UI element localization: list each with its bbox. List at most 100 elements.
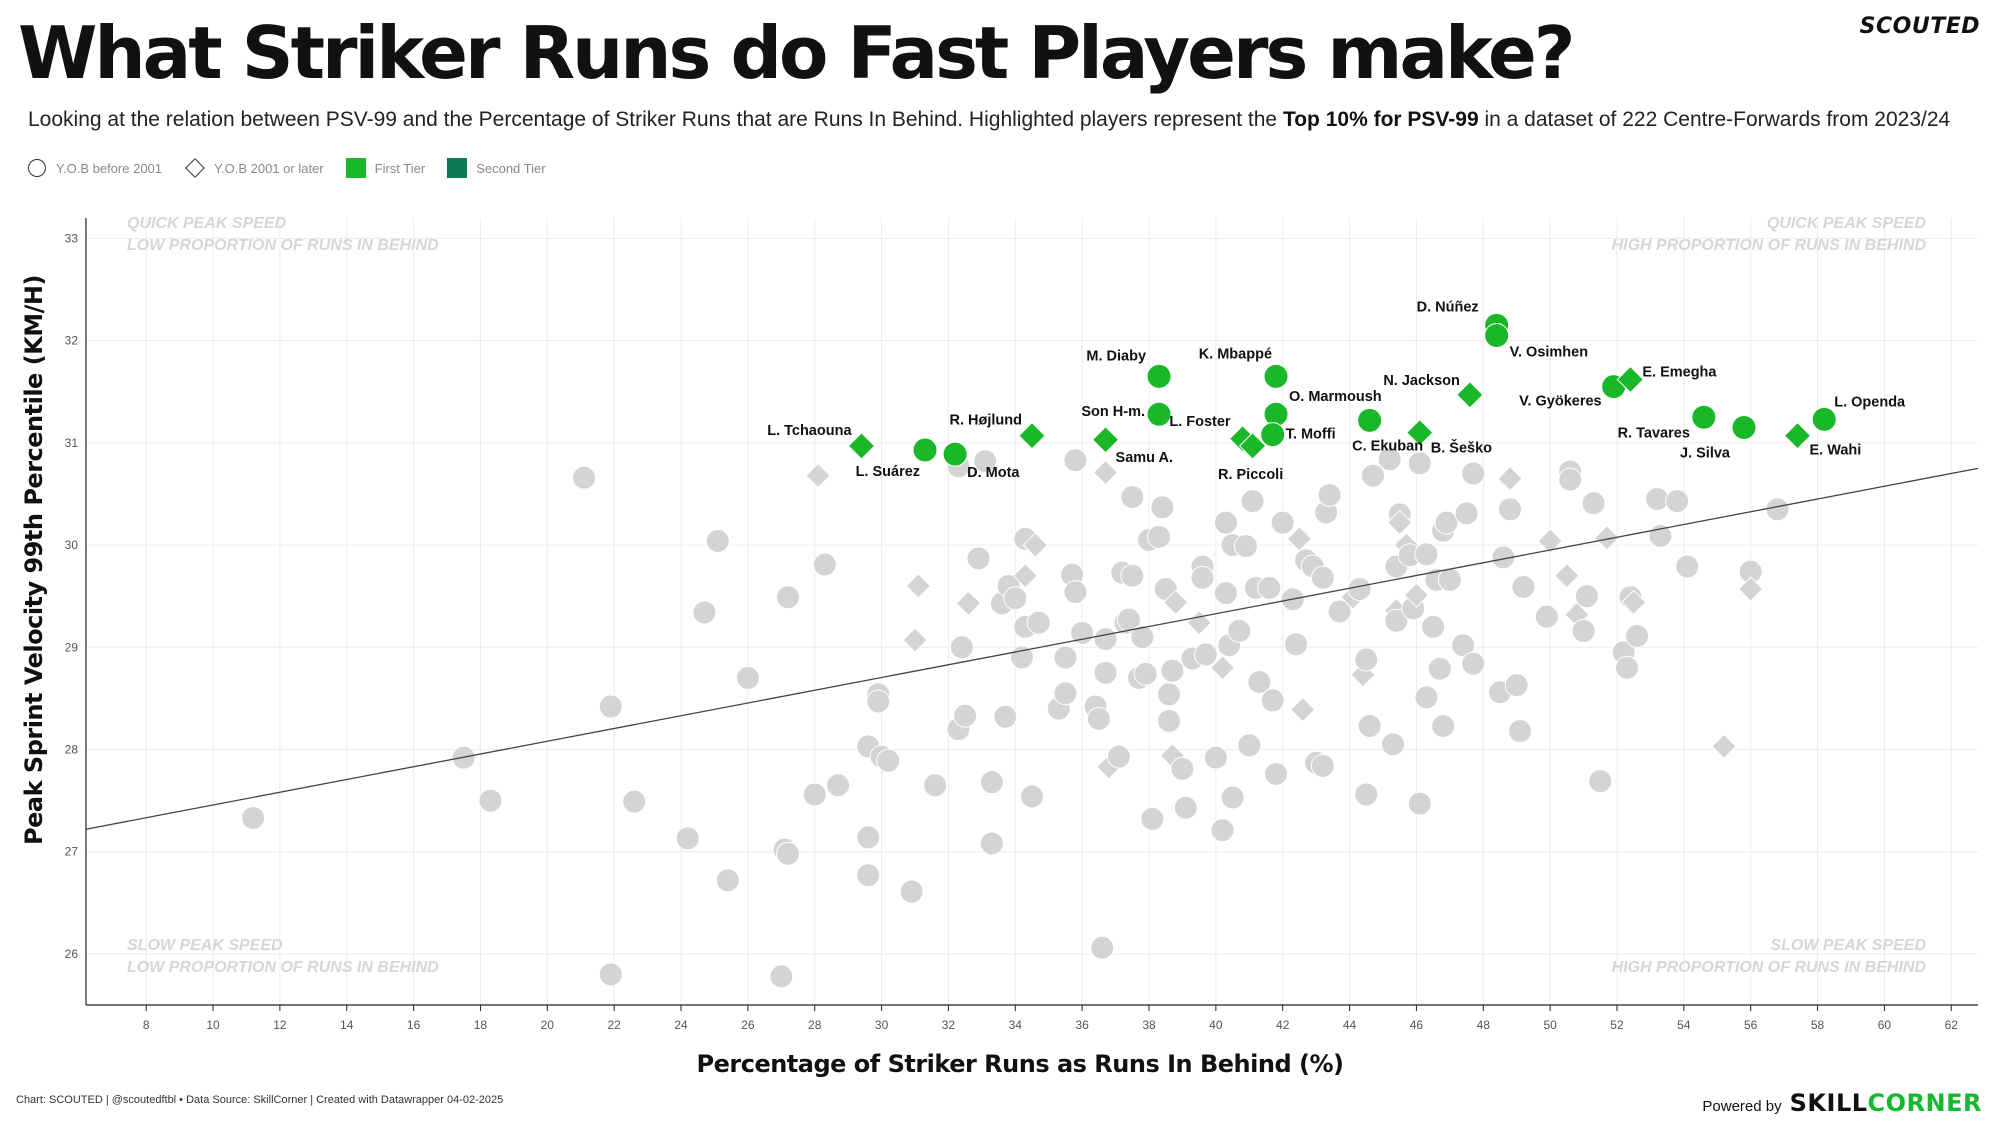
player-point <box>1086 706 1111 731</box>
x-tick-label: 52 <box>1610 1018 1624 1032</box>
highlight-point <box>1484 323 1510 349</box>
player-point <box>1116 607 1141 632</box>
y-tick-label: 29 <box>65 640 79 654</box>
x-tick-label: 34 <box>1009 1018 1023 1032</box>
player-point <box>1020 784 1044 809</box>
highlight-point-diamond <box>1406 418 1434 447</box>
x-tick-label: 60 <box>1878 1018 1892 1032</box>
player-point <box>1461 651 1486 676</box>
player-point <box>899 879 924 904</box>
player-point <box>1625 624 1650 649</box>
player-point <box>1063 448 1088 473</box>
player-point <box>1053 681 1078 706</box>
player-point-diamond <box>955 590 982 617</box>
player-point <box>1227 618 1252 643</box>
player-point <box>1414 542 1439 567</box>
player-point <box>1093 627 1118 652</box>
player-point <box>1150 495 1175 520</box>
player-point-diamond <box>1022 532 1049 558</box>
highlight-point-diamond <box>1091 426 1120 454</box>
player-labels: D. Núñez V. Osimhen M. Diaby K. Mbappé Son H… <box>767 299 1906 483</box>
x-tick-label: 54 <box>1677 1018 1691 1032</box>
background-points <box>241 447 1790 989</box>
player-point <box>1160 658 1185 683</box>
player-point <box>241 805 266 830</box>
player-label: K. Mbappé <box>1199 346 1272 362</box>
player-label: Samu A. <box>1116 450 1173 466</box>
player-point <box>1645 487 1670 512</box>
player-point-diamond <box>902 627 928 653</box>
player-point <box>1260 688 1285 713</box>
player-point <box>1173 795 1198 820</box>
player-point-diamond <box>1092 459 1119 486</box>
player-point <box>1451 633 1476 658</box>
circle-marker-icon <box>28 159 46 177</box>
player-point <box>1237 733 1262 758</box>
player-point <box>775 841 800 866</box>
player-point <box>953 703 978 728</box>
highlight-point <box>912 437 938 463</box>
logo-skill-text: SKILL <box>1789 1089 1868 1117</box>
quadrant-label-bottom-right: HIGH PROPORTION OF RUNS IN BEHIND <box>1612 959 1927 976</box>
player-point <box>1147 524 1172 549</box>
player-point <box>775 585 800 610</box>
player-point <box>1407 451 1432 476</box>
player-label: L. Tchaouna <box>767 423 852 439</box>
player-point <box>1360 463 1385 488</box>
x-tick-label: 16 <box>407 1018 421 1032</box>
player-point <box>1140 806 1165 831</box>
player-point <box>1437 567 1462 592</box>
chart-subtitle: Looking at the relation between PSV-99 a… <box>28 108 1950 132</box>
highlight-point <box>1691 404 1717 430</box>
quadrant-label-top-left: LOW PROPORTION OF RUNS IN BEHIND <box>127 237 439 254</box>
subtitle-text-start: Looking at the relation between PSV-99 a… <box>28 108 1283 131</box>
player-point-diamond <box>1290 696 1316 723</box>
highlighted-points <box>847 312 1837 467</box>
player-point <box>1508 719 1533 744</box>
x-tick-label: 50 <box>1543 1018 1557 1032</box>
player-point <box>598 962 623 987</box>
player-label: O. Marmoush <box>1289 389 1382 405</box>
player-point <box>1354 647 1379 672</box>
quadrant-label-top-left: QUICK PEAK SPEED <box>127 215 287 232</box>
player-point <box>812 552 837 577</box>
player-point <box>1434 510 1459 535</box>
player-label: V. Osimhen <box>1510 345 1588 361</box>
y-tick-label: 32 <box>65 334 79 348</box>
player-label: E. Emegha <box>1642 364 1717 380</box>
y-tick-label: 26 <box>65 947 79 961</box>
player-point <box>1384 608 1409 633</box>
x-tick-label: 12 <box>273 1018 287 1032</box>
scouted-logo: SCOUTED <box>1859 14 1980 39</box>
player-point <box>1090 935 1115 960</box>
player-point <box>598 694 623 719</box>
player-point <box>1170 756 1195 781</box>
player-point <box>1133 661 1158 686</box>
player-point <box>1190 565 1215 590</box>
skillcorner-logo: SKILLCORNER <box>1790 1089 1982 1117</box>
player-point <box>1264 762 1289 787</box>
legend-second-tier-item: Second Tier <box>447 158 546 178</box>
player-point <box>966 546 991 571</box>
player-point <box>715 868 740 893</box>
legend-first-tier-item: First Tier <box>345 158 425 178</box>
player-point <box>1581 491 1606 516</box>
x-tick-label: 10 <box>206 1018 220 1032</box>
x-tick-label: 44 <box>1343 1018 1357 1032</box>
player-point <box>993 704 1018 729</box>
player-point <box>876 748 901 773</box>
player-point <box>622 789 647 814</box>
regression-line <box>85 467 1979 830</box>
player-point <box>1120 563 1145 588</box>
player-point <box>1354 782 1379 807</box>
player-point <box>1193 642 1218 667</box>
player-point-diamond <box>1620 589 1647 616</box>
player-point <box>1461 461 1486 486</box>
player-point <box>1427 656 1452 681</box>
player-point <box>802 782 827 807</box>
legend-second-tier-label: Second Tier <box>476 160 546 176</box>
player-point <box>1157 708 1182 733</box>
player-point <box>1675 554 1700 579</box>
player-label: J. Silva <box>1680 446 1731 462</box>
x-tick-label: 46 <box>1410 1018 1424 1032</box>
